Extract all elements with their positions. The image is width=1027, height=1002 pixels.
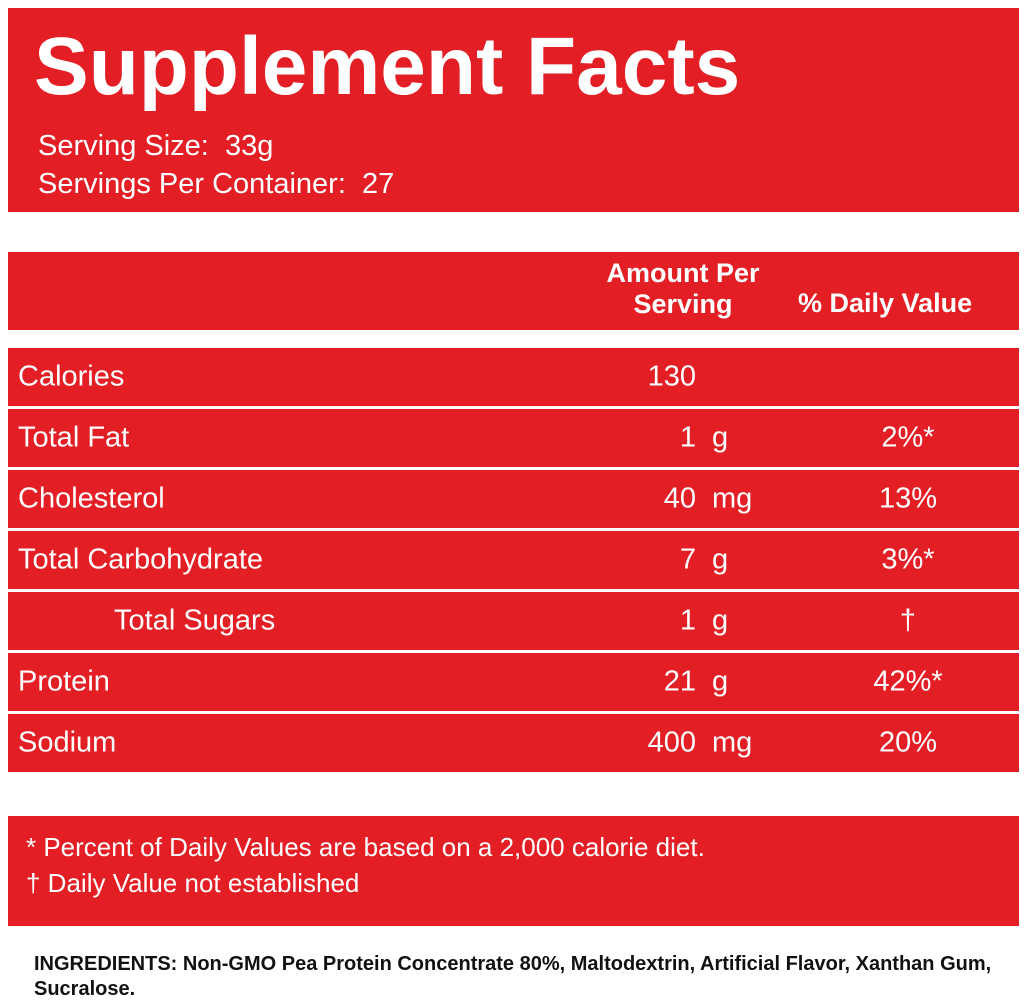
table-row: Calories 130 <box>8 348 1019 406</box>
nutrient-name: Sodium <box>18 726 117 759</box>
amount: 21 <box>663 665 696 698</box>
unit: g <box>712 421 729 454</box>
column-header-panel: Amount Per Serving % Daily Value <box>8 252 1019 330</box>
amount: 1 <box>679 604 696 637</box>
nutrient-name: Protein <box>18 665 110 698</box>
daily-value: 2%* <box>881 421 935 454</box>
column-header: % Daily Value <box>798 288 973 318</box>
header-panel: Supplement Facts Serving Size: 33g Servi… <box>8 8 1019 212</box>
unit: g <box>712 665 729 698</box>
nutrient-name: Cholesterol <box>18 482 165 515</box>
servings-per-container: Servings Per Container: 27 <box>38 168 395 200</box>
daily-value: 3%* <box>881 543 935 576</box>
daily-value: 42%* <box>873 665 943 698</box>
footnote: * Percent of Daily Values are based on a… <box>26 832 705 862</box>
ingredients: INGREDIENTS: Non-GMO Pea Protein Concent… <box>34 953 992 1000</box>
table-row: Sodium 400 mg 20% <box>8 714 1019 772</box>
amount: 400 <box>647 726 696 759</box>
amount: 1 <box>679 421 696 454</box>
daily-value: 20% <box>878 726 938 759</box>
unit: g <box>712 543 729 576</box>
footnote: † Daily Value not established <box>26 868 360 898</box>
nutrient-name: Calories <box>18 360 125 393</box>
unit: mg <box>712 726 753 759</box>
table-row: Total Carbohydrate 7 g 3%* <box>8 531 1019 589</box>
nutrient-name: Total Carbohydrate <box>18 543 264 576</box>
unit: g <box>712 604 729 637</box>
nutrient-name: Total Fat <box>18 421 130 454</box>
table-row: Total Fat 1 g 2%* <box>8 409 1019 467</box>
table-row: Total Sugars 1 g † <box>8 592 1019 650</box>
amount: 40 <box>663 482 696 515</box>
unit: mg <box>712 482 753 515</box>
footnote-panel: * Percent of Daily Values are based on a… <box>8 816 1019 926</box>
nutrient-name: Total Sugars <box>114 604 276 637</box>
serving-size: Serving Size: 33g <box>38 130 274 162</box>
table-row: Cholesterol 40 mg 13% <box>8 470 1019 528</box>
table-row: Protein 21 g 42%* <box>8 653 1019 711</box>
daily-value: 13% <box>878 482 938 515</box>
column-header: Amount Per Serving <box>606 258 760 319</box>
amount: 7 <box>679 543 696 576</box>
daily-value: † <box>899 604 917 637</box>
title: Supplement Facts <box>34 21 741 112</box>
amount: 130 <box>647 360 696 393</box>
